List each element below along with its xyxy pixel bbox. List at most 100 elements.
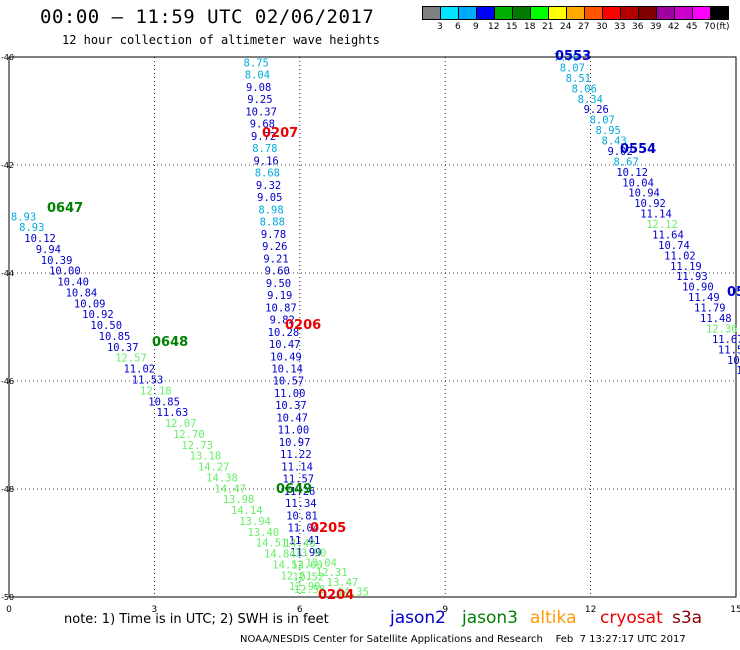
wave-height-value: 10.92: [634, 198, 666, 210]
wave-height-value: 9.78: [261, 229, 286, 241]
legend-jason3: jason3: [462, 608, 518, 628]
wave-height-value: 10.49: [270, 351, 302, 363]
wave-height-value: 11.14: [640, 209, 672, 221]
wave-height-value: 14.84: [264, 549, 296, 561]
wave-height-value: 10.37: [245, 106, 277, 118]
wave-height-value: 10.74: [658, 240, 690, 252]
legend-cryosat: cryosat: [600, 608, 663, 628]
wave-height-value: 8.34: [578, 94, 603, 106]
wave-height-value: 12.31: [316, 567, 348, 579]
wave-height-value: 12.73: [181, 440, 213, 452]
wave-height-value: 10.04: [622, 177, 654, 189]
wave-height-value: 10.37: [275, 400, 307, 412]
wave-height-value: 10.81: [286, 510, 318, 522]
colorbar-tick-label: 3: [437, 22, 443, 32]
wave-height-value: 14.40: [284, 538, 316, 550]
track-id-label: 0207: [262, 126, 298, 141]
wave-height-value: 11.99: [290, 547, 322, 559]
legend-s3a: s3a: [672, 608, 703, 628]
colorbar-tick-label: 39: [650, 22, 662, 32]
wave-height-value: 12.58: [294, 584, 326, 596]
y-tick-label: -46: [1, 377, 14, 386]
wave-height-value: 8.06: [572, 83, 597, 95]
plot-frame: [8, 56, 737, 598]
y-tick-label: -48: [1, 485, 14, 494]
wave-height-value: 13.90: [295, 548, 327, 560]
wave-height-value: 9.21: [263, 253, 288, 265]
track-id-label: 0205: [310, 521, 346, 536]
colorbar-swatch: [710, 6, 729, 20]
wave-height-value: 9.08: [246, 82, 271, 94]
wave-height-value: 14.27: [198, 462, 230, 474]
wave-height-value: 9.68: [250, 119, 275, 131]
wave-height-value: 11.00: [274, 388, 306, 400]
wave-height-value: 11.34: [285, 498, 317, 510]
colorbar-tick-label: 36: [632, 22, 644, 32]
wave-height-value: 10.84: [66, 287, 98, 299]
wave-height-value: 13.98: [223, 494, 255, 506]
wave-height-value: 12.61: [281, 570, 313, 582]
wave-height-value: 8.95: [596, 125, 621, 137]
wave-height-value: 10.28: [268, 327, 300, 339]
wave-height-value: 8.88: [260, 217, 285, 229]
wave-height-value: 9.26: [584, 104, 609, 116]
wave-height-value: 14.53: [272, 559, 304, 571]
wave-height-value: 10.37: [107, 342, 139, 354]
wave-height-value: 9.02: [608, 146, 633, 158]
x-tick-label: 3: [152, 605, 158, 615]
wave-height-value: 1.1: [736, 365, 740, 377]
wave-height-value: 9.05: [257, 192, 282, 204]
wave-height-value: 10.87: [265, 302, 297, 314]
wave-height-value: 11.93: [676, 271, 708, 283]
wave-height-value: 13.47: [327, 577, 359, 589]
wave-height-value: 11.02: [123, 364, 155, 376]
wave-height-value: 11.26: [284, 486, 316, 498]
colorbar-tick-label: 33: [614, 22, 626, 32]
wave-height-value: 10.12: [24, 233, 56, 245]
colorbar-tick-label: 9: [473, 22, 479, 32]
wave-height-value: 8.04: [245, 70, 270, 82]
wave-height-value: 10.97: [279, 437, 311, 449]
wave-height-value: 11.52: [718, 344, 740, 356]
track-id-label: 0648: [152, 335, 188, 350]
track-id-label: 0206: [285, 318, 321, 333]
page-subtitle: 12 hour collection of altimeter wave hei…: [62, 33, 380, 47]
wave-height-value: 12.70: [173, 429, 205, 441]
wave-height-value: 13.18: [190, 451, 222, 463]
colorbar-tick-label: 15: [506, 22, 518, 32]
wave-height-value: 9.16: [253, 155, 278, 167]
wave-height-value: 11.79: [694, 303, 726, 315]
wave-height-value: 10.39: [41, 255, 73, 267]
wave-height-value: 8.67: [613, 156, 638, 168]
wave-height-value: 11.14: [281, 461, 313, 473]
y-tick-label: -42: [1, 161, 14, 170]
wave-height-value: 14.51: [256, 538, 288, 550]
footnote: note: 1) Time is in UTC; 2) SWH is in fe…: [64, 612, 329, 627]
wave-height-value: 10.8: [727, 355, 740, 367]
wave-height-value: 9.72: [251, 131, 276, 143]
wave-height-value: 10.94: [628, 188, 660, 200]
wave-height-value: 8.98: [258, 204, 283, 216]
colorbar-tick-label: 70: [704, 22, 716, 32]
wave-height-value: 9.19: [267, 290, 292, 302]
wave-height-value: 8.93: [11, 211, 36, 223]
wave-height-value: 8.75: [244, 57, 269, 69]
wave-height-value: 10.85: [99, 331, 131, 343]
wave-height-value: 8.07: [590, 115, 615, 127]
credit-footer: NOAA/NESDIS Center for Satellite Applica…: [240, 634, 686, 645]
x-tick-label: 0: [6, 605, 12, 615]
colorbar-tick-label: 30: [596, 22, 608, 32]
wave-height-value: 8.07: [560, 62, 585, 74]
x-tick-label: 9: [442, 605, 448, 615]
wave-height-value: 11.63: [157, 407, 189, 419]
wave-height-value: 13.94: [239, 516, 271, 528]
wave-height-value: 11.22: [280, 449, 312, 461]
wave-height-value: 12.12: [646, 219, 678, 231]
x-tick-label: 6: [297, 605, 303, 615]
wave-height-value: 10.00: [49, 266, 81, 278]
wave-height-value: 12.18: [140, 385, 172, 397]
wave-height-value: 14.35: [337, 587, 369, 599]
wave-height-value: 10.14: [271, 364, 303, 376]
wave-height-value: 8.78: [252, 143, 277, 155]
